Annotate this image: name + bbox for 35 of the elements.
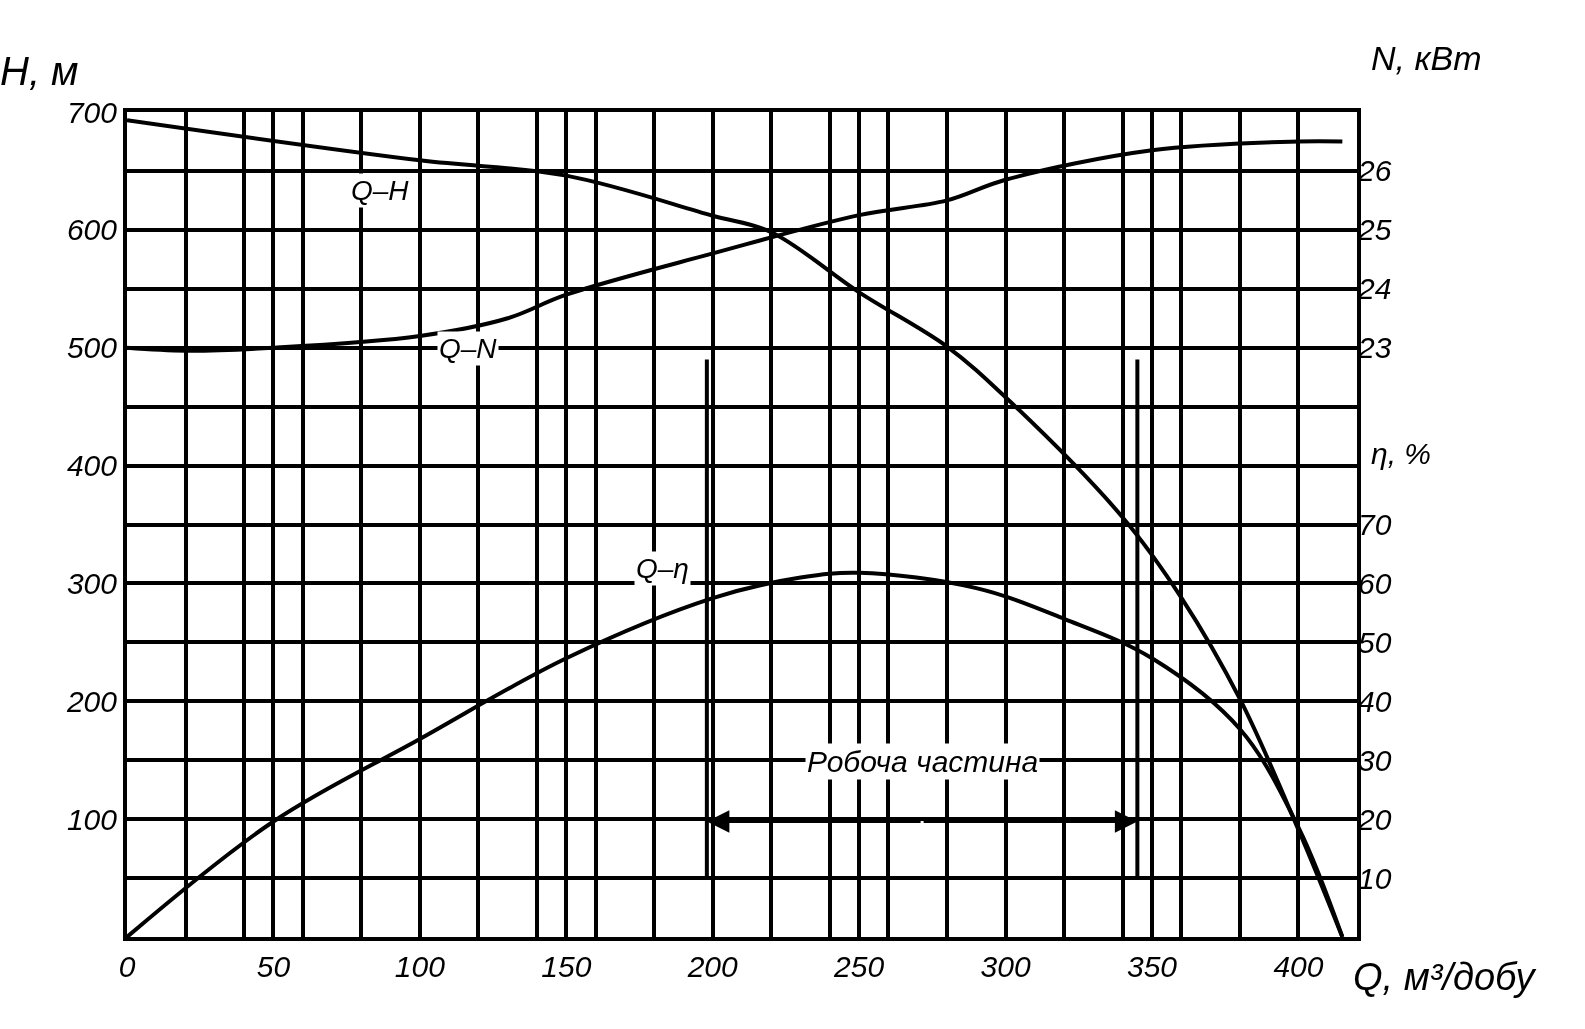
y3-tick-label: 60 [1358,566,1392,600]
y3-tick-label: 30 [1358,743,1392,777]
y-tick-label: 400 [66,449,118,483]
x-tick-label: 150 [541,950,592,983]
y-tick-label: 200 [65,684,118,718]
y3-tick-label: 20 [1357,802,1392,836]
y-tick-label: 100 [66,802,118,836]
y2-tick-label: 24 [1357,272,1392,306]
series-label: Q–N [439,333,498,364]
y2-axis-title: N, кВт [1371,39,1482,77]
series-label: Q–H [351,175,410,206]
y3-tick-label: 50 [1358,625,1392,659]
x-tick-label: 50 [256,950,291,983]
y3-tick-label: 70 [1358,508,1392,541]
y2-tick-label: 26 [1357,154,1392,188]
x-tick-label: 0 [118,950,136,983]
x-tick-label: 300 [980,950,1031,983]
y-axis-title: H, м [0,49,79,93]
y3-axis-title: η, % [1371,437,1431,470]
y2-tick-label: 25 [1357,213,1392,247]
x-tick-label: 100 [394,950,446,983]
x-tick-label: 400 [1273,950,1324,983]
x-axis-title: Q, м³/добу [1353,956,1537,998]
x-tick-label: 250 [833,950,885,983]
y-tick-label: 700 [66,95,118,129]
y3-tick-label: 10 [1358,861,1392,895]
y2-tick-label: 23 [1357,331,1392,365]
y3-tick-label: 40 [1358,684,1392,718]
series-label: Q–η [636,553,689,584]
y-tick-label: 300 [66,566,118,600]
x-tick-label: 350 [1126,950,1178,983]
y-tick-label: 500 [66,331,118,365]
y-tick-label: 600 [66,213,118,247]
x-tick-label: 200 [686,950,739,983]
annotation: Робоча частина [807,745,1039,778]
